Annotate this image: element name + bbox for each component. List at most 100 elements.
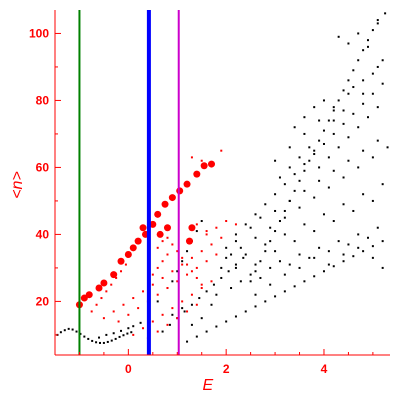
data-point	[205, 230, 208, 233]
data-point	[264, 203, 267, 206]
data-point	[161, 330, 164, 333]
data-point	[132, 297, 135, 300]
data-point	[293, 240, 296, 243]
data-point	[117, 320, 120, 323]
data-point	[357, 32, 360, 35]
data-point	[142, 327, 145, 330]
data-point	[220, 236, 223, 239]
data-point	[205, 330, 208, 333]
data-point	[105, 290, 108, 293]
data-point	[357, 233, 360, 236]
data-point	[176, 317, 179, 320]
data-point	[332, 109, 335, 112]
data-point	[362, 79, 365, 82]
data-point	[205, 260, 208, 263]
data-point-large	[139, 224, 147, 232]
data-point	[371, 156, 374, 159]
data-point	[274, 295, 277, 298]
data-point	[342, 176, 345, 179]
data-point	[337, 240, 340, 243]
data-point	[381, 266, 384, 269]
y-tick-label: 60	[36, 160, 50, 174]
data-point	[105, 333, 108, 336]
data-point	[234, 263, 237, 266]
data-point	[120, 270, 123, 273]
data-point-large	[193, 170, 201, 178]
data-point	[102, 341, 105, 344]
data-point	[190, 323, 193, 326]
data-point	[118, 335, 121, 338]
data-point	[120, 329, 123, 332]
data-point	[190, 270, 193, 273]
data-point	[298, 266, 301, 269]
data-point	[386, 146, 389, 149]
data-point	[171, 307, 174, 310]
data-point	[127, 327, 130, 330]
data-point	[249, 280, 252, 283]
data-point	[298, 179, 301, 182]
data-point	[234, 233, 237, 236]
data-point	[322, 129, 325, 132]
data-point	[130, 331, 133, 334]
data-point	[357, 126, 360, 129]
data-point	[102, 317, 105, 320]
data-point	[322, 270, 325, 273]
data-point	[308, 159, 311, 162]
data-point	[274, 230, 277, 233]
data-point	[156, 266, 159, 269]
data-point	[283, 290, 286, 293]
data-point	[298, 253, 301, 256]
data-point	[298, 206, 301, 209]
data-point-large	[134, 237, 142, 245]
data-point	[352, 255, 355, 258]
data-point	[381, 82, 384, 85]
data-point	[225, 256, 228, 259]
data-point	[278, 176, 281, 179]
data-point	[264, 243, 267, 246]
data-point-large	[95, 284, 103, 292]
data-point	[332, 169, 335, 172]
data-point	[303, 116, 306, 119]
data-point	[254, 263, 257, 266]
y-tick-label: 80	[36, 93, 50, 107]
data-point	[347, 92, 350, 95]
data-point	[347, 159, 350, 162]
data-point	[357, 166, 360, 169]
data-point	[327, 119, 330, 122]
data-point	[381, 59, 384, 62]
data-point-large	[163, 224, 171, 232]
data-point	[98, 341, 101, 344]
data-point	[303, 280, 306, 283]
data-point	[110, 339, 113, 342]
data-point-large	[110, 271, 118, 279]
data-point	[195, 266, 198, 269]
data-point	[171, 280, 174, 283]
data-point	[139, 321, 142, 324]
data-point-large	[85, 291, 93, 299]
data-point	[230, 287, 233, 290]
data-point-large	[80, 294, 88, 302]
data-point	[376, 19, 379, 22]
data-point	[362, 193, 365, 196]
data-point	[198, 297, 201, 300]
data-point	[110, 283, 113, 286]
data-point	[278, 220, 281, 223]
data-point	[244, 223, 247, 226]
data-point	[342, 260, 345, 263]
data-point-large	[149, 220, 157, 228]
data-point	[384, 12, 387, 15]
data-point	[322, 142, 325, 145]
data-point	[352, 209, 355, 212]
data-point	[212, 283, 215, 286]
data-point	[242, 256, 245, 259]
data-point	[156, 293, 159, 296]
data-point	[313, 153, 316, 156]
data-point	[156, 246, 159, 249]
data-point	[171, 270, 174, 273]
data-point-large	[100, 279, 108, 287]
data-point	[313, 149, 316, 152]
data-point	[166, 253, 169, 256]
data-point	[115, 276, 118, 279]
data-point	[171, 313, 174, 316]
data-point-large	[156, 230, 164, 238]
